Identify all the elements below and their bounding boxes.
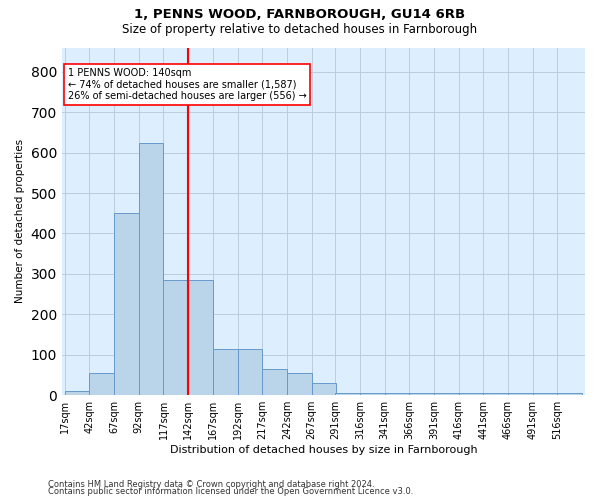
- X-axis label: Distribution of detached houses by size in Farnborough: Distribution of detached houses by size …: [170, 445, 477, 455]
- Bar: [434, 393, 458, 395]
- Text: Size of property relative to detached houses in Farnborough: Size of property relative to detached ho…: [122, 22, 478, 36]
- Bar: [213, 348, 238, 395]
- Bar: [484, 393, 508, 395]
- Bar: [335, 393, 360, 395]
- Bar: [508, 393, 533, 395]
- Text: 1 PENNS WOOD: 140sqm
← 74% of detached houses are smaller (1,587)
26% of semi-de: 1 PENNS WOOD: 140sqm ← 74% of detached h…: [68, 68, 307, 101]
- Bar: [114, 214, 139, 395]
- Bar: [163, 280, 188, 395]
- Bar: [238, 348, 262, 395]
- Bar: [409, 393, 434, 395]
- Text: 1, PENNS WOOD, FARNBOROUGH, GU14 6RB: 1, PENNS WOOD, FARNBOROUGH, GU14 6RB: [134, 8, 466, 20]
- Bar: [533, 393, 557, 395]
- Bar: [360, 393, 385, 395]
- Text: Contains public sector information licensed under the Open Government Licence v3: Contains public sector information licen…: [48, 488, 413, 496]
- Bar: [557, 393, 582, 395]
- Bar: [89, 373, 114, 395]
- Y-axis label: Number of detached properties: Number of detached properties: [15, 140, 25, 304]
- Text: Contains HM Land Registry data © Crown copyright and database right 2024.: Contains HM Land Registry data © Crown c…: [48, 480, 374, 489]
- Bar: [139, 142, 163, 395]
- Bar: [287, 373, 311, 395]
- Bar: [188, 280, 213, 395]
- Bar: [311, 383, 336, 395]
- Bar: [385, 393, 409, 395]
- Bar: [65, 391, 89, 395]
- Bar: [458, 393, 484, 395]
- Bar: [262, 369, 287, 395]
